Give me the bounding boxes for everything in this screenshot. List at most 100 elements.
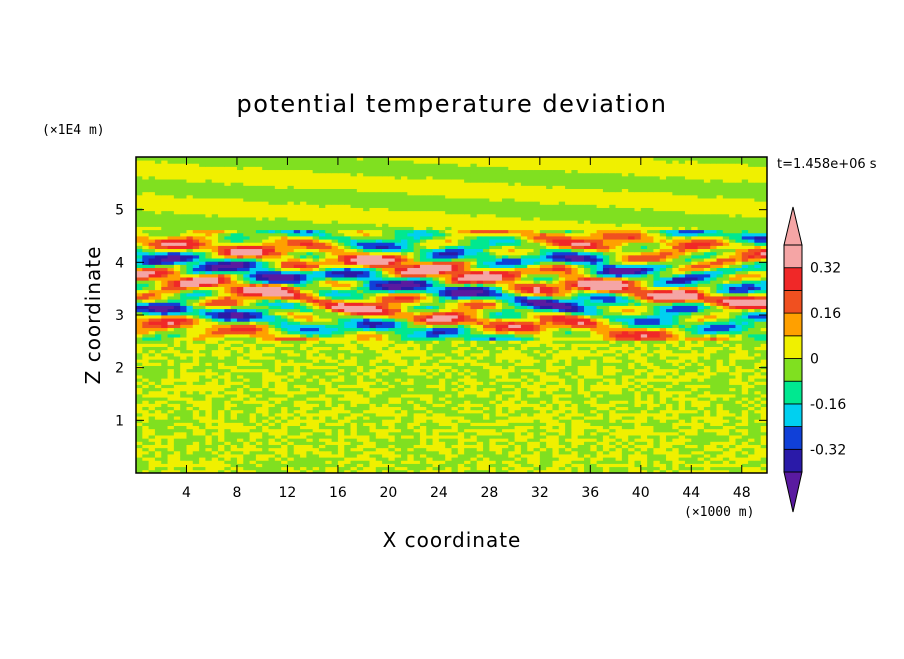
contour-cell [142,466,150,471]
contour-cell [647,340,654,344]
contour-cell [716,315,724,319]
contour-cell [457,349,465,354]
contour-cell [520,435,528,439]
contour-cell [678,469,686,474]
contour-cell [533,346,541,351]
contour-cell [596,321,604,325]
contour-cell [754,378,762,382]
contour-cell [539,457,547,461]
contour-cell [596,387,604,392]
contour-cell [678,343,686,347]
contour-cell [647,450,654,455]
contour-cell [735,349,743,354]
contour-cell [457,375,465,379]
contour-cell [281,400,288,404]
contour-cell [577,330,585,335]
contour-cell [136,356,143,360]
contour-cell [318,337,326,341]
contour-cell [565,356,572,360]
contour-cell [577,447,585,452]
contour-cell [703,400,711,404]
contour-cell [489,343,497,347]
contour-cell [350,375,358,379]
contour-cell [192,425,200,430]
contour-cell [375,447,383,452]
contour-cell [167,441,175,445]
contour-cell [451,365,459,370]
contour-cell [318,463,326,468]
contour-cell [577,333,585,338]
contour-cell [596,406,604,411]
contour-cell [438,394,446,398]
contour-cell [628,333,635,338]
contour-cell [691,346,698,351]
contour-cell [520,457,528,461]
contour-cell [148,340,156,344]
contour-cell [262,438,269,442]
contour-cell [508,375,515,379]
contour-cell [199,352,206,357]
contour-cell [199,460,206,464]
contour-cell [628,438,635,442]
contour-cell [388,431,396,436]
contour-cell [199,324,206,329]
contour-cell [476,469,484,474]
contour-cell [634,346,642,351]
contour-cell [325,315,333,319]
contour-cell [205,447,213,452]
contour-cell [312,321,320,325]
contour-cell [262,343,269,347]
contour-cell [173,362,181,366]
contour-cell [760,318,768,322]
contour-cell [577,324,585,329]
contour-cell [514,378,522,382]
contour-cell [281,406,288,411]
contour-cell [154,397,162,401]
contour-cell [634,422,642,426]
contour-cell [546,387,553,392]
contour-cell [205,362,213,366]
contour-cell [710,340,717,344]
contour-cell [571,463,579,468]
contour-cell [445,346,452,351]
contour-cell [199,375,206,379]
contour-cell [375,412,383,417]
contour-cell [438,315,446,319]
contour-cell [577,390,585,395]
contour-cell [236,441,244,445]
contour-cell [426,416,433,420]
contour-cell [691,315,698,319]
contour-cell [653,409,661,414]
contour-cell [161,327,168,332]
contour-cell [754,444,762,449]
contour-cell [546,438,553,442]
contour-cell [154,431,162,436]
contour-cell [666,378,673,382]
contour-cell [577,356,585,360]
contour-cell [375,428,383,433]
contour-cell [703,438,711,442]
contour-cell [760,384,768,389]
contour-cell [394,431,402,436]
contour-cell [438,324,446,329]
contour-cell [426,327,433,332]
contour-cell [375,454,383,458]
contour-cell [470,337,478,341]
contour-cell [337,346,345,351]
contour-cell [464,375,471,379]
contour-cell [451,352,459,357]
contour-cell [192,428,200,433]
contour-cell [697,447,705,452]
contour-cell [136,315,143,319]
contour-cell [445,435,452,439]
contour-cell [552,349,560,354]
contour-cell [136,394,143,398]
contour-cell [312,359,320,363]
contour-cell [363,390,370,395]
contour-cell [331,419,339,423]
contour-cell [382,450,389,455]
contour-cell [236,431,244,436]
contour-cell [306,340,314,344]
contour-cell [218,416,225,420]
contour-cell [596,349,604,354]
